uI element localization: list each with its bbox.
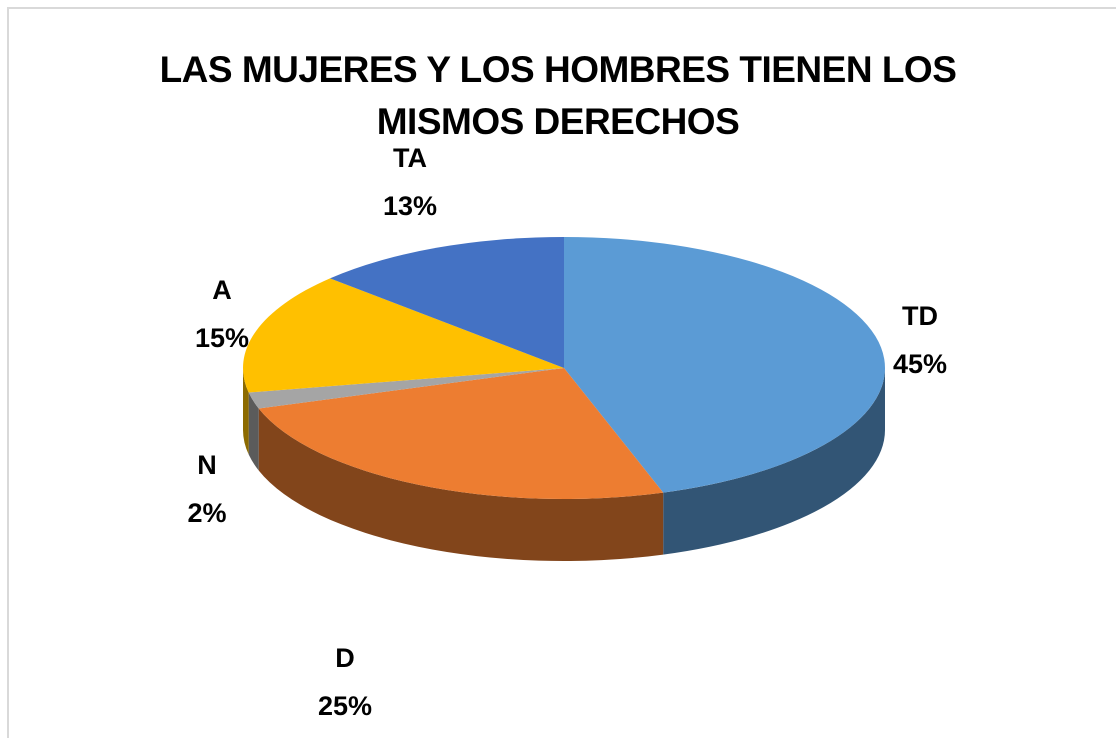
slice-category-label: TA [393, 143, 427, 173]
pie-slice [242, 278, 564, 393]
slice-category-label: N [197, 450, 217, 480]
pie-slice [258, 368, 664, 499]
slice-value-label: 45% [893, 349, 947, 379]
slice-value-label: 25% [318, 691, 372, 721]
slice-value-label: 13% [383, 191, 437, 221]
pie-slice [248, 368, 564, 409]
chart-title: LAS MUJERES Y LOS HOMBRES TIENEN LOS MIS… [159, 49, 957, 142]
pie-slice [564, 237, 885, 493]
chart-frame [7, 7, 1116, 738]
pie-side [243, 368, 249, 455]
slice-category-label: A [212, 275, 232, 305]
pie-side [248, 392, 259, 471]
slice-category-label: TD [902, 301, 938, 331]
pie-slice [330, 237, 564, 368]
pie-side [663, 368, 885, 555]
pie-side [258, 408, 664, 561]
slice-value-label: 2% [187, 498, 226, 528]
slice-category-label: D [335, 643, 355, 673]
slice-value-label: 15% [195, 323, 249, 353]
